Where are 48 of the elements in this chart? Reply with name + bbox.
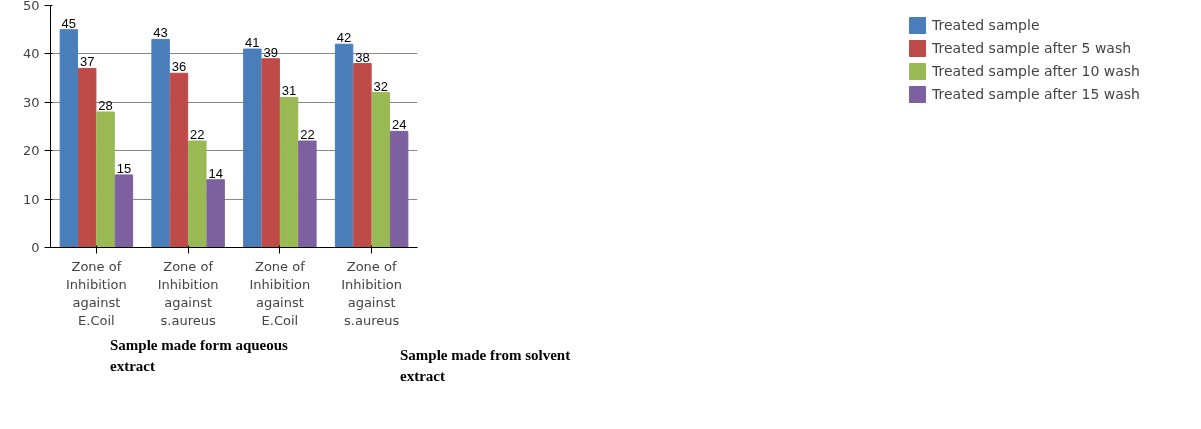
bar bbox=[59, 29, 79, 248]
legend-label: Treated sample after 10 wash bbox=[932, 63, 1140, 79]
legend-label: Treated sample bbox=[932, 17, 1040, 33]
bar bbox=[243, 48, 262, 248]
data-label: 24 bbox=[391, 117, 407, 133]
data-label: 22 bbox=[190, 127, 205, 143]
y-tick-label: 40 bbox=[22, 46, 40, 62]
data-label: 43 bbox=[153, 25, 168, 41]
x-tick-label: Zone of Inhibition against E.Coil bbox=[66, 258, 127, 328]
bar bbox=[96, 111, 115, 248]
data-label: 37 bbox=[79, 54, 95, 70]
text: Sample made form aqueous extract bbox=[110, 336, 289, 377]
data-label: 32 bbox=[373, 78, 389, 94]
x-tick-label: Zone of Inhibition against s.aureus bbox=[341, 258, 402, 328]
data-label: 42 bbox=[336, 30, 352, 46]
data-label: 28 bbox=[98, 97, 113, 113]
data-label: 36 bbox=[171, 59, 187, 75]
legend-label: Treated sample after 15 wash bbox=[932, 86, 1140, 102]
bar bbox=[114, 174, 134, 248]
bar bbox=[206, 179, 225, 248]
x-tick-label: Zone of Inhibition against E.Coil bbox=[249, 258, 311, 328]
y-tick-label: 0 bbox=[31, 240, 40, 255]
legend-label: Treated sample after 5 wash bbox=[932, 40, 1132, 56]
data-label: 14 bbox=[208, 165, 223, 181]
y-tick-label: 30 bbox=[22, 94, 40, 110]
bar bbox=[261, 58, 280, 248]
data-label: 15 bbox=[116, 160, 132, 176]
bar bbox=[77, 67, 97, 248]
data-label: 38 bbox=[355, 49, 370, 65]
data-label: 45 bbox=[61, 15, 77, 31]
text: Sample made from solvent extract bbox=[400, 346, 572, 387]
data-label: 22 bbox=[300, 127, 315, 143]
y-tick-label: 50 bbox=[22, 0, 40, 13]
data-label: 39 bbox=[263, 44, 278, 60]
bar bbox=[151, 38, 170, 248]
bar bbox=[298, 140, 317, 248]
bar bbox=[334, 43, 354, 248]
y-tick-label: 10 bbox=[22, 191, 40, 207]
bar bbox=[279, 96, 299, 248]
bar bbox=[389, 130, 409, 248]
y-tick-label: 20 bbox=[22, 143, 40, 159]
bar bbox=[169, 72, 189, 248]
data-label: 41 bbox=[245, 35, 260, 51]
x-tick-label: Zone of Inhibition against s.aureus bbox=[157, 258, 219, 328]
bar bbox=[188, 140, 207, 248]
bar bbox=[371, 92, 391, 248]
bar bbox=[353, 63, 372, 248]
data-label: 31 bbox=[281, 83, 297, 99]
